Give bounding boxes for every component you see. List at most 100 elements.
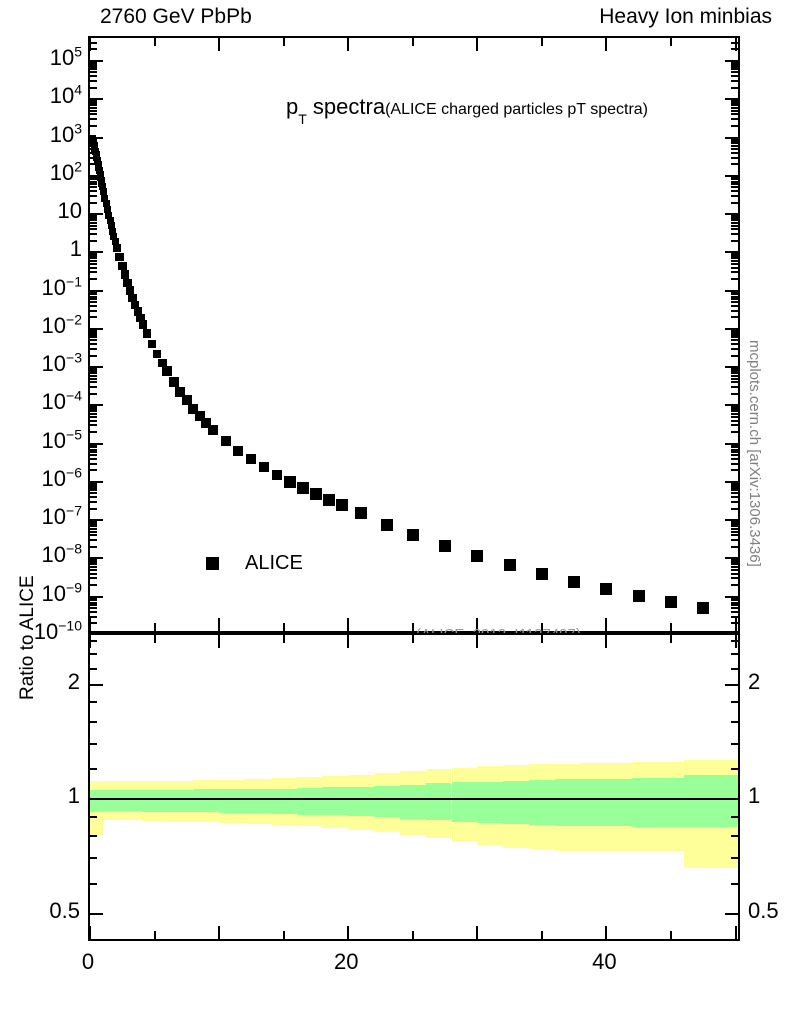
y-tick-minor: [90, 109, 97, 112]
ratio-x-tick-major: [734, 926, 737, 939]
data-point-alice: [259, 462, 270, 473]
y-axis-label: 102: [49, 158, 82, 185]
y-tick-minor-right: [731, 86, 738, 89]
y-tick-minor-right: [731, 343, 738, 346]
y-tick-minor-right: [731, 525, 738, 528]
y-tick-minor-right: [731, 339, 738, 342]
y-tick-minor-right: [731, 293, 738, 296]
y-tick-minor-right: [731, 295, 738, 298]
y-tick-minor-right: [731, 180, 738, 183]
y-tick-minor: [90, 309, 97, 312]
y-tick-minor: [90, 469, 97, 472]
y-tick-minor-right: [731, 520, 738, 523]
ratio-x-tick-major-top: [218, 635, 221, 648]
plot-title-pt: p: [286, 94, 299, 119]
y-tick-minor: [90, 615, 97, 618]
y-axis-label: 10−3: [41, 349, 82, 377]
y-tick-minor: [90, 386, 97, 389]
data-point-alice: [632, 589, 645, 602]
data-point-alice: [103, 206, 111, 214]
y-tick-minor-right: [731, 75, 738, 78]
ratio-band-inner-segment: [322, 787, 349, 816]
y-tick-minor: [90, 610, 97, 613]
y-tick-minor: [90, 454, 97, 457]
ratio-x-tick-major-top: [347, 635, 350, 648]
y-tick-minor-right: [731, 228, 738, 231]
y-tick-minor-right: [731, 304, 738, 307]
y-tick-minor-right: [731, 109, 738, 112]
data-point-alice: [246, 454, 257, 465]
y-tick-minor: [90, 86, 97, 89]
ratio-x-tick-major-top: [734, 635, 737, 648]
y-tick-minor: [90, 71, 97, 74]
plot-title-subscript: T: [298, 111, 307, 128]
y-tick-minor-right: [731, 189, 738, 192]
y-tick-minor-right: [731, 377, 738, 380]
ratio-x-tick-minor: [282, 931, 285, 939]
y-tick-minor-right: [731, 489, 738, 492]
y-tick-minor-right: [731, 221, 738, 224]
y-tick-minor: [90, 293, 97, 296]
data-point-alice: [100, 188, 108, 196]
ratio-y-tick-minor-right: [731, 768, 738, 771]
y-tick-minor: [90, 178, 97, 181]
y-tick-minor: [90, 118, 97, 121]
y-tick-minor-right: [731, 367, 738, 370]
y-tick-minor-right: [731, 104, 738, 107]
y-tick-minor: [90, 262, 97, 265]
y-tick-minor: [90, 424, 97, 427]
y-tick-minor-right: [731, 622, 738, 625]
y-tick-minor: [90, 163, 97, 166]
y-tick-minor-right: [731, 79, 738, 82]
y-tick-minor: [90, 599, 97, 602]
y-tick-minor: [90, 329, 97, 332]
main-plot-area: [90, 38, 738, 631]
y-tick-minor: [90, 507, 97, 510]
y-tick-minor: [90, 216, 97, 219]
y-tick-minor: [90, 601, 97, 604]
y-tick-major-right: [725, 595, 738, 598]
ratio-x-tick-major: [476, 926, 479, 939]
y-tick-minor-right: [731, 446, 738, 449]
y-tick-major: [90, 251, 103, 254]
header-left-label: 2760 GeV PbPb: [100, 5, 252, 28]
data-point-alice: [125, 286, 135, 295]
y-tick-minor-right: [731, 101, 738, 104]
ratio-y-tick-minor-right: [731, 815, 738, 818]
ratio-y-tick-major-right: [725, 913, 738, 916]
y-tick-minor-right: [731, 257, 738, 260]
header-right-label: Heavy Ion minbias: [599, 5, 772, 28]
y-tick-minor: [90, 412, 97, 415]
y-tick-minor: [90, 496, 97, 499]
y-tick-major-right: [725, 519, 738, 522]
y-axis-label: 10−6: [41, 464, 82, 491]
y-tick-major: [90, 404, 103, 407]
y-tick-minor-right: [731, 545, 738, 548]
y-tick-minor: [90, 113, 97, 116]
ratio-y-tick-minor: [90, 768, 97, 771]
data-point-alice: [568, 575, 581, 588]
y-tick-minor: [90, 607, 97, 610]
y-tick-minor-right: [731, 183, 738, 186]
data-point-alice: [355, 507, 368, 520]
y-tick-minor: [90, 343, 97, 346]
y-tick-minor: [90, 622, 97, 625]
y-tick-minor-right: [731, 298, 738, 301]
ratio-band-inner-segment: [90, 789, 103, 813]
y-tick-minor: [90, 584, 97, 587]
data-point-alice: [439, 540, 452, 553]
data-point-alice: [120, 270, 130, 279]
data-point-alice: [106, 217, 114, 225]
y-tick-minor-right: [731, 568, 738, 571]
y-tick-major-right: [725, 557, 738, 560]
y-tick-minor-right: [731, 565, 738, 568]
y-tick-minor-right: [731, 539, 738, 542]
ratio-band-inner-segment: [658, 778, 684, 827]
y-tick-minor-right: [731, 48, 738, 51]
y-tick-minor: [90, 239, 97, 242]
legend: ALICE: [206, 553, 303, 573]
ratio-band-inner-segment: [606, 778, 633, 827]
y-axis-label: 10−8: [41, 541, 82, 568]
y-tick-major-right: [725, 174, 738, 177]
ratio-y-tick-minor-right: [731, 667, 738, 670]
